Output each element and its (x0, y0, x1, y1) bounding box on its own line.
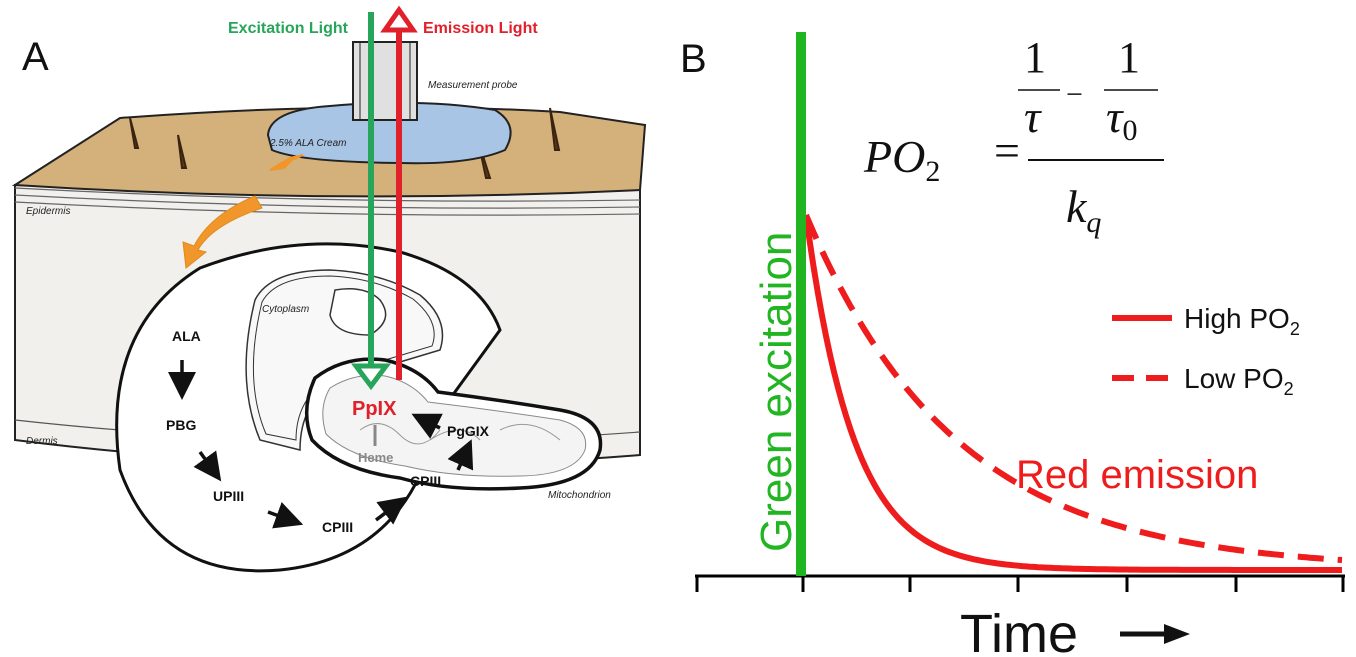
arrow-cpiii-pggix (447, 439, 474, 471)
measurement-probe (352, 41, 418, 121)
eq-one-b: 1 (1118, 33, 1140, 82)
epidermis-line-3 (14, 201, 641, 216)
epidermis-line-1 (14, 187, 641, 202)
pathway-cpiii-cyto: CPIII (322, 519, 353, 535)
legend-label-low: Low PO2 (1184, 363, 1294, 399)
mitochondrion-inner (322, 374, 587, 477)
legend-label-high: High PO2 (1184, 303, 1300, 339)
probe-label: Measurement probe (428, 80, 518, 91)
epidermis-line-2 (14, 194, 641, 209)
arrow-pbg-upiii (193, 450, 222, 482)
eq-tau: τ (1024, 91, 1042, 142)
mitochondrion-label: Mitochondrion (548, 490, 611, 501)
eq-tau0: τ0 (1106, 91, 1137, 147)
time-axis-label: Time (960, 604, 1078, 657)
hair-4 (549, 107, 561, 151)
arrow-pggix-ppix (411, 413, 443, 439)
pathway-pggix: PgGIX (447, 423, 490, 439)
excitation-label: Excitation Light (228, 20, 349, 37)
eq-kq: kq (1066, 181, 1101, 239)
panel-a: A 2.5% ALA Cream Measurement probe Epide… (11, 5, 647, 573)
arrow-upiii-cpiii (267, 502, 304, 529)
excitation-arrowhead (351, 363, 391, 391)
panel-b-letter: B (680, 37, 707, 81)
cream-label: 2.5% ALA Cream (269, 138, 347, 149)
panel-b: B PO2 = 1 τ − 1 τ0 kq Green excitation R… (680, 32, 1345, 657)
pathway-cpiii-mito: CPIII (410, 473, 441, 489)
curve-low-po2 (803, 213, 1343, 563)
arrow-cpiii-mito (374, 496, 408, 525)
cytoplasm-structure-inner (252, 275, 435, 441)
red-emission-label: Red emission (1016, 453, 1258, 497)
pathway-ala: ALA (172, 328, 201, 344)
epidermis-label: Epidermis (26, 206, 70, 217)
small-orange-arrow (269, 154, 304, 171)
hair-2 (177, 134, 188, 169)
eq-lhs: PO2 (863, 131, 940, 188)
dermis-label: Dermis (26, 436, 58, 447)
ala-cream (266, 101, 512, 165)
curve-high-po2 (803, 214, 1342, 573)
axis-ticks (695, 576, 1345, 592)
emission-label: Emission Light (423, 20, 538, 37)
big-orange-arrow (182, 195, 263, 269)
pathway-heme: Heme (358, 450, 393, 465)
eq-one-a: 1 (1024, 33, 1046, 82)
legend: High PO2 Low PO2 (1112, 303, 1300, 399)
pathway-ppix: PpIX (352, 398, 397, 420)
cytoplasm-structure (245, 269, 444, 451)
eq-minus: − (1066, 78, 1083, 111)
pathway-pbg: PBG (166, 417, 196, 433)
panel-a-letter: A (22, 35, 49, 79)
cytoplasm-label: Cytoplasm (262, 304, 309, 315)
cristae-3 (499, 423, 561, 441)
green-excitation-label: Green excitation (752, 232, 801, 552)
cristae-1 (359, 423, 441, 445)
emission-arrowhead (380, 5, 418, 33)
eq-equals: = (994, 125, 1020, 176)
hair-1 (129, 117, 140, 149)
pathway-upiii: UPIII (213, 488, 244, 504)
time-arrow-head (1164, 624, 1190, 644)
